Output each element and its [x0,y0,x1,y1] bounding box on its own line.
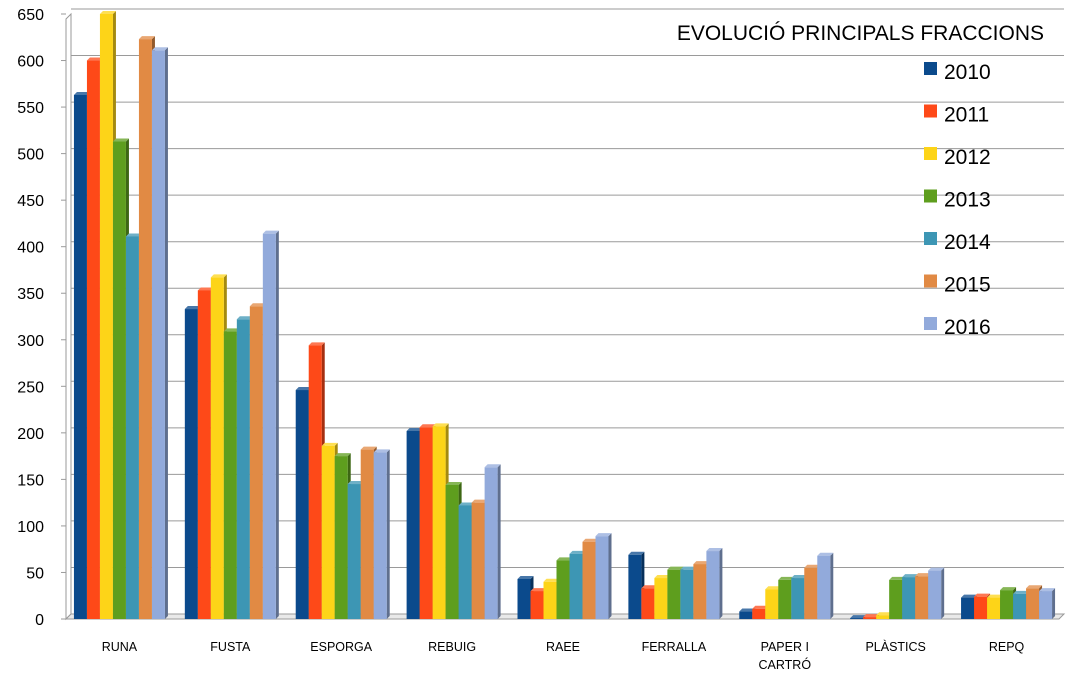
legend: 2010 2011 2012 2013 2014 2015 2016 [924,61,991,339]
legend-label: 2012 [944,146,991,169]
bar [817,552,834,619]
y-tick-label: 200 [17,426,44,443]
y-tick-label: 0 [35,612,44,629]
y-tick-labels: 0 50 100 150 200 250 300 350 400 450 500 550 600 650 [17,7,44,629]
y-tick-label: 100 [17,519,44,536]
legend-swatch [924,232,937,245]
category-label: ESPORGA [310,640,372,654]
legend-label: 2011 [944,104,989,127]
y-tick-label: 150 [17,472,44,489]
legend-swatch [924,317,937,330]
bar [151,47,168,620]
category-label: FERRALLA [642,640,707,654]
category-labels: RUNA FUSTA ESPORGA REBUIG RAEE FERRALLA PAPER … [102,639,1025,672]
bar [706,548,723,619]
legend-label: 2014 [944,231,991,254]
legend-swatch [924,62,937,75]
bar [484,464,501,619]
category-label: PAPER I [761,640,809,654]
y-axis-wall [65,12,72,621]
y-tick-label: 450 [17,193,44,210]
legend-swatch [924,104,937,118]
bar [1039,588,1056,619]
legend-label: 2015 [944,274,991,297]
y-tick-label: 550 [17,100,44,117]
legend-swatch [924,189,937,203]
category-label: CARTRÓ [758,657,811,672]
bars [73,11,1056,620]
y-tick-label: 400 [17,240,44,257]
legend-label: 2016 [944,316,991,339]
y-tick-label: 500 [17,147,44,164]
chart-title: EVOLUCIÓ PRINCIPALS FRACCIONS [677,22,1044,45]
category-label: PLÀSTICS [865,639,925,654]
legend-swatch [924,147,937,160]
bar [262,230,279,619]
legend-label: 2013 [944,189,991,212]
category-label: FUSTA [210,640,251,654]
y-tick-label: 350 [17,286,44,303]
category-label: REBUIG [428,640,476,654]
y-tick-label: 250 [17,379,44,396]
y-tick-label: 50 [26,565,44,582]
bar [928,567,945,619]
category-label: REPQ [989,640,1025,654]
bar [373,449,390,619]
bar [595,533,612,619]
y-tick-label: 650 [17,7,44,24]
legend-label: 2010 [944,61,991,84]
y-tick-label: 600 [17,54,44,71]
y-tick-label: 300 [17,333,44,350]
category-label: RUNA [102,640,138,654]
category-label: RAEE [546,640,580,654]
legend-swatch [924,274,937,288]
